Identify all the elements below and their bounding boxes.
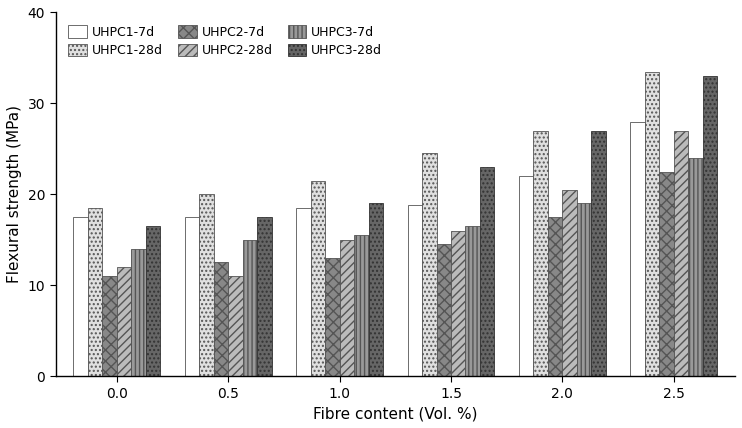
Bar: [703, 76, 718, 376]
Bar: [73, 217, 88, 376]
Bar: [451, 231, 465, 376]
Bar: [257, 217, 272, 376]
Bar: [533, 131, 548, 376]
Bar: [436, 244, 451, 376]
Bar: [340, 240, 354, 376]
Legend: UHPC1-7d, UHPC1-28d, UHPC2-7d, UHPC2-28d, UHPC3-7d, UHPC3-28d: UHPC1-7d, UHPC1-28d, UHPC2-7d, UHPC2-28d…: [62, 19, 389, 63]
Bar: [354, 235, 369, 376]
Bar: [660, 172, 674, 376]
Bar: [296, 208, 311, 376]
Bar: [200, 194, 214, 376]
Y-axis label: Flexural strength (MPa): Flexural strength (MPa): [7, 105, 22, 283]
Bar: [131, 249, 145, 376]
X-axis label: Fibre content (Vol. %): Fibre content (Vol. %): [313, 406, 478, 421]
Bar: [562, 190, 577, 376]
Bar: [116, 267, 131, 376]
Bar: [145, 226, 160, 376]
Bar: [591, 131, 605, 376]
Bar: [229, 276, 243, 376]
Bar: [422, 153, 436, 376]
Bar: [548, 217, 562, 376]
Bar: [369, 203, 383, 376]
Bar: [645, 71, 660, 376]
Bar: [407, 205, 422, 376]
Bar: [480, 167, 494, 376]
Bar: [311, 181, 325, 376]
Bar: [519, 176, 533, 376]
Bar: [243, 240, 257, 376]
Bar: [631, 122, 645, 376]
Bar: [577, 203, 591, 376]
Bar: [674, 131, 689, 376]
Bar: [325, 258, 340, 376]
Bar: [185, 217, 200, 376]
Bar: [214, 262, 229, 376]
Bar: [102, 276, 116, 376]
Bar: [88, 208, 102, 376]
Bar: [689, 158, 703, 376]
Bar: [465, 226, 480, 376]
